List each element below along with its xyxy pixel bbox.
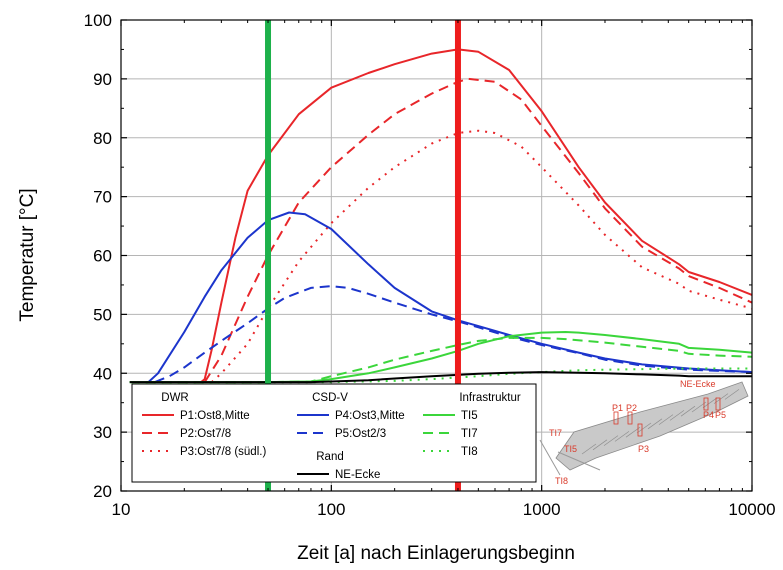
legend-entry-label: TI8 (461, 446, 478, 458)
y-tick-label: 90 (93, 70, 112, 89)
y-tick-label: 50 (93, 305, 112, 324)
x-tick-label: 100 (317, 500, 345, 519)
y-tick-label: 100 (84, 11, 112, 30)
series-group (129, 48, 752, 384)
inset-map-label: TI5 (564, 444, 577, 454)
legend-entry-label: P4:Ost3,Mitte (335, 410, 405, 422)
inset-map-marker (637, 423, 643, 437)
legend: DWR P1:Ost8,Mitte P2:Ost7/8 P3:Ost7/8 (südl… (131, 383, 537, 483)
legend-entry-label: P1:Ost8,Mitte (180, 410, 250, 422)
inset-map-road (539, 439, 561, 476)
inset-map-label: NE-Ecke (680, 379, 716, 389)
y-axis-title: Temperatur [°C] (17, 188, 38, 321)
legend-entry-label: TI7 (461, 428, 478, 440)
series-line (129, 331, 752, 384)
inset-map-hatch (680, 405, 696, 417)
inset-map-label: P2 (626, 403, 637, 413)
inset-map-hatch (658, 414, 674, 425)
inset-map-marker (627, 411, 633, 425)
inset-map-hatch (581, 443, 597, 455)
inset-map-label: P5 (715, 410, 726, 420)
y-tick-label: 70 (93, 188, 112, 207)
x-tick-label: 1000 (523, 500, 561, 519)
inset-map-marker (703, 397, 709, 411)
inset-map-label: P1 (612, 403, 623, 413)
inset-map-label: TI7 (549, 428, 562, 438)
inset-map-marker (715, 397, 721, 411)
y-tick-label: 40 (93, 364, 112, 383)
legend-entry-label: NE-Ecke (335, 469, 380, 481)
series-line (211, 129, 752, 383)
y-tick-label: 30 (93, 423, 112, 442)
legend-group-title: DWR (161, 392, 188, 404)
inset-map-hatch (702, 397, 718, 409)
legend-group-title: Rand (316, 451, 344, 463)
x-axis-title: Zeit [a] nach Einlagerungsbeginn (297, 543, 575, 564)
y-tick-label: 60 (93, 247, 112, 266)
series-line (129, 336, 752, 384)
y-tick-label: 20 (93, 482, 112, 501)
inset-map-hatch (724, 389, 740, 400)
series-line (129, 367, 752, 384)
x-tick-label: 10 (112, 500, 131, 519)
grid (120, 19, 753, 492)
y-tick-label: 80 (93, 129, 112, 148)
legend-group-title: CSD-V (312, 392, 348, 404)
inset-map-hatch (636, 422, 652, 434)
x-tick-label: 10000 (728, 500, 775, 519)
inset-map-marker (613, 411, 619, 425)
inset-map-hatch (669, 410, 685, 421)
inset-map-hatch (592, 439, 608, 451)
inset-map-road (557, 451, 601, 471)
inset-map-hatch (614, 431, 630, 442)
legend-entry-label: P5:Ost2/3 (335, 428, 386, 440)
legend-group-title: Infrastruktur (459, 392, 521, 404)
inset-map-label: P4 (703, 410, 714, 420)
legend-box (131, 383, 537, 483)
legend-entry-label: P2:Ost7/8 (180, 428, 231, 440)
legend-entry-label: TI5 (461, 410, 478, 422)
axis-ticks: 10 100 1000 10000 20 30 40 50 60 70 80 90 100 (84, 11, 776, 519)
inset-map-hatch (647, 418, 663, 430)
series-line (203, 77, 752, 383)
inset-map-label: TI8 (555, 476, 568, 486)
legend-entry-label: P3:Ost7/8 (südl.) (180, 446, 266, 458)
series-line (154, 285, 752, 384)
inset-map-hatch (603, 435, 619, 446)
series-line (129, 371, 752, 384)
inset-map-label: P3 (638, 444, 649, 454)
